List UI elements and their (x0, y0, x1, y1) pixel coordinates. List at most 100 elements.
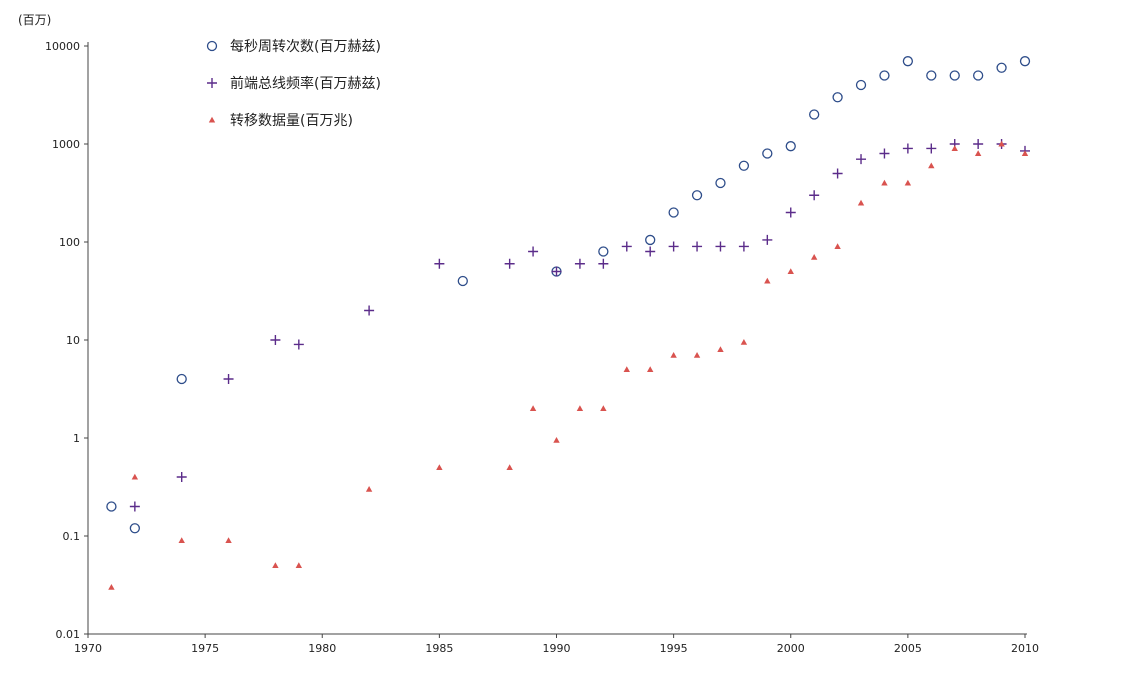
data-point-circle (738, 160, 750, 171)
data-point-plus (364, 305, 375, 316)
data-point-circle (598, 246, 609, 257)
data-point-circle (832, 92, 843, 103)
data-point-circle (645, 234, 656, 246)
data-point-triangle (108, 584, 115, 590)
data-point-circle (106, 501, 117, 512)
data-point-triangle (904, 179, 912, 186)
data-point-triangle (178, 537, 185, 544)
data-point-plus (715, 241, 726, 252)
data-point-circle (1019, 56, 1031, 67)
data-point-triangle (295, 562, 303, 569)
data-point-triangle (272, 562, 279, 569)
data-point-triangle (365, 486, 373, 492)
data-point-plus (762, 234, 773, 245)
y-tick-label: 10 (66, 334, 80, 347)
data-point-triangle (1021, 150, 1029, 157)
data-point-triangle (600, 405, 607, 412)
data-point-plus (785, 207, 796, 218)
data-point-circle (996, 62, 1007, 73)
data-point-plus (574, 258, 585, 269)
data-point-triangle (647, 366, 654, 373)
data-point-triangle (834, 243, 841, 250)
data-point-triangle (928, 162, 935, 169)
data-point-plus (293, 339, 304, 350)
legend-marker-plus (207, 78, 217, 88)
data-point-plus (856, 154, 867, 165)
data-point-triangle (131, 473, 139, 480)
data-point-plus (668, 241, 679, 252)
data-point-circle (855, 79, 867, 91)
data-point-triangle (670, 351, 677, 358)
data-point-circle (691, 190, 703, 201)
y-tick-label: 0.01 (56, 628, 81, 641)
x-tick-label: 2005 (894, 642, 922, 655)
y-unit-label: (百万) (18, 13, 51, 27)
data-point-triangle (529, 405, 537, 412)
data-point-plus (621, 241, 632, 252)
data-point-triangle (623, 366, 630, 373)
data-point-triangle (998, 140, 1005, 147)
data-point-plus (434, 258, 445, 269)
data-point-triangle (764, 277, 771, 284)
x-tick-label: 1995 (660, 642, 688, 655)
data-point-circle (457, 275, 468, 287)
data-point-plus (973, 139, 984, 149)
data-point-plus (645, 246, 656, 257)
x-tick-label: 1985 (425, 642, 453, 655)
data-point-triangle (436, 464, 443, 471)
x-tick-label: 1980 (308, 642, 336, 655)
x-tick-label: 2010 (1011, 642, 1039, 655)
x-tick-label: 1975 (191, 642, 219, 655)
x-tick-label: 2000 (777, 642, 805, 655)
legend-label: 转移数据量(百万兆) (230, 113, 353, 129)
data-point-plus (270, 335, 281, 345)
data-point-circle (809, 109, 820, 120)
data-point-circle (762, 148, 773, 159)
data-point-triangle (506, 464, 513, 471)
data-point-triangle (951, 145, 958, 152)
y-tick-label: 10000 (45, 40, 80, 53)
data-point-circle (668, 207, 679, 218)
data-point-triangle (576, 405, 584, 412)
legend-label: 每秒周转次数(百万赫兹) (230, 39, 381, 55)
data-point-plus (879, 148, 890, 159)
data-point-plus (551, 266, 562, 277)
data-point-plus (832, 168, 843, 179)
data-point-circle (902, 56, 914, 67)
data-point-triangle (225, 537, 232, 544)
data-point-plus (504, 258, 515, 269)
data-point-circle (129, 523, 141, 534)
y-tick-label: 1 (73, 432, 80, 445)
data-point-triangle (693, 351, 701, 358)
y-tick-label: 100 (59, 236, 80, 249)
data-point-plus (926, 143, 937, 154)
data-point-plus (692, 241, 703, 252)
data-point-plus (598, 258, 609, 269)
data-point-triangle (857, 199, 865, 206)
data-point-circle (973, 70, 984, 81)
data-point-triangle (740, 338, 748, 345)
data-point-triangle (974, 150, 982, 157)
data-point-circle (926, 70, 937, 81)
data-point-plus (528, 246, 539, 257)
data-point-plus (129, 501, 140, 512)
legend-marker-circle (206, 40, 218, 52)
data-point-circle (715, 177, 726, 189)
y-tick-label: 1000 (52, 138, 80, 151)
data-point-circle (949, 70, 960, 81)
data-point-plus (176, 471, 187, 482)
data-point-triangle (881, 179, 888, 186)
legend-label: 前端总线频率(百万赫兹) (230, 75, 381, 92)
y-tick-label: 0.1 (63, 530, 81, 543)
legend-marker-triangle (208, 116, 216, 123)
data-point-plus (223, 373, 234, 384)
data-point-plus (738, 241, 749, 252)
data-point-circle (879, 70, 890, 81)
x-tick-label: 1970 (74, 642, 102, 655)
data-point-triangle (717, 346, 724, 353)
data-point-circle (176, 373, 187, 385)
data-point-plus (902, 143, 913, 154)
data-point-triangle (787, 268, 794, 275)
data-point-triangle (810, 253, 818, 260)
data-point-triangle (553, 436, 560, 443)
